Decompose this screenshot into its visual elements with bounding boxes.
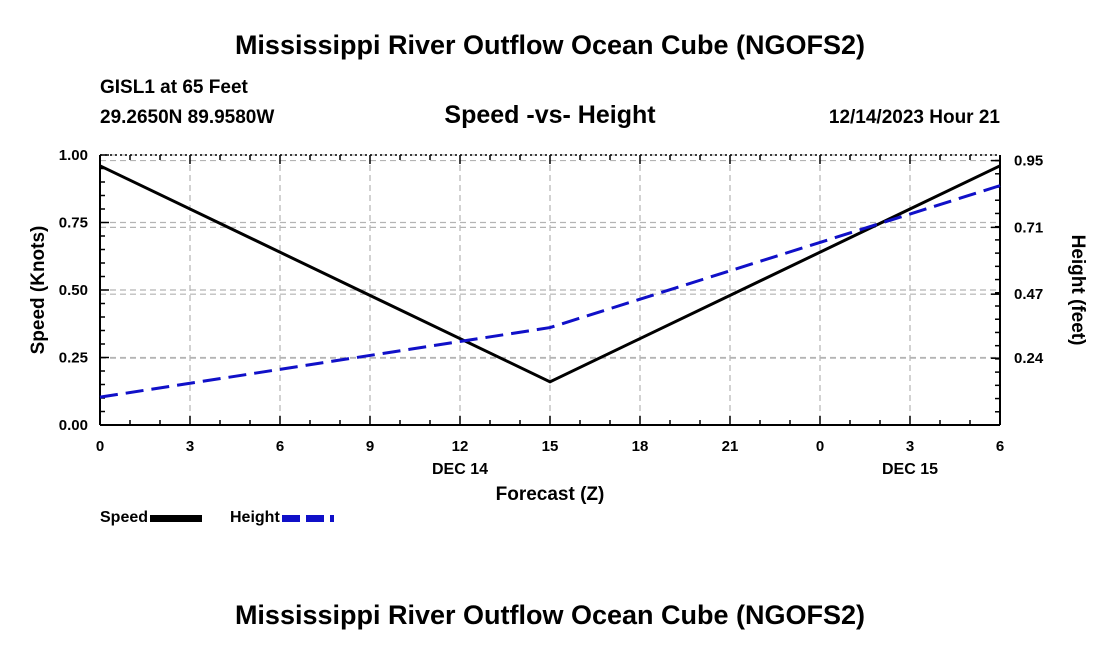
x-tick-label: 3 [186,438,194,455]
y-right-tick-label: 0.24 [1014,350,1044,367]
y-right-axis-title: Height (feet) [1067,235,1088,346]
y-tick-label: 0.25 [59,350,88,367]
x-tick-label: 3 [906,438,914,455]
legend-speed-label: Speed [100,509,149,526]
x-tick-label: 0 [96,438,104,455]
y-right-tick-label: 0.71 [1014,219,1043,236]
legend-height-label: Height [230,509,280,526]
x-tick-label: 6 [996,438,1004,455]
x-tick-label: 21 [722,438,739,455]
series-line-height [99,184,1001,399]
legend-height: Height [230,509,334,527]
series-line-speed [99,164,1001,384]
x-tick-label: 15 [542,438,559,455]
x-tick-label: 0 [816,438,824,455]
chart-subtitle: Speed -vs- Height [444,101,656,129]
x-tick-label: 6 [276,438,284,455]
y-right-tick-label: 0.47 [1014,286,1043,303]
y-tick-label: 0.75 [59,215,88,232]
x-tick-label: 12 [452,438,469,455]
legend-height-swatch [281,514,334,522]
x-tick-label: 18 [632,438,649,455]
chart-title-bottom: Mississippi River Outflow Ocean Cube (NG… [234,600,866,630]
y-tick-label: 0.50 [59,282,88,299]
y-tick-label: 0.00 [59,417,88,434]
x-date-label: DEC 15 [882,461,938,478]
y-axis-title: Speed (Knots) [28,226,49,355]
datetime-label: 12/14/2023 Hour 21 [828,107,1000,128]
chart-title: Mississippi River Outflow Ocean Cube (NG… [234,30,866,60]
x-tick-label: 9 [366,438,374,455]
y-tick-label: 1.00 [59,147,88,164]
y-right-tick-label: 0.95 [1014,153,1043,170]
station-label: GISL1 at 65 Feet [100,77,248,98]
legend-speed-swatch [150,514,203,522]
x-axis-title: Forecast (Z) [496,484,605,505]
x-date-label: DEC 14 [432,461,488,478]
coordinates-label: 29.2650N 89.9580W [100,107,275,128]
legend-speed: Speed [100,509,203,527]
